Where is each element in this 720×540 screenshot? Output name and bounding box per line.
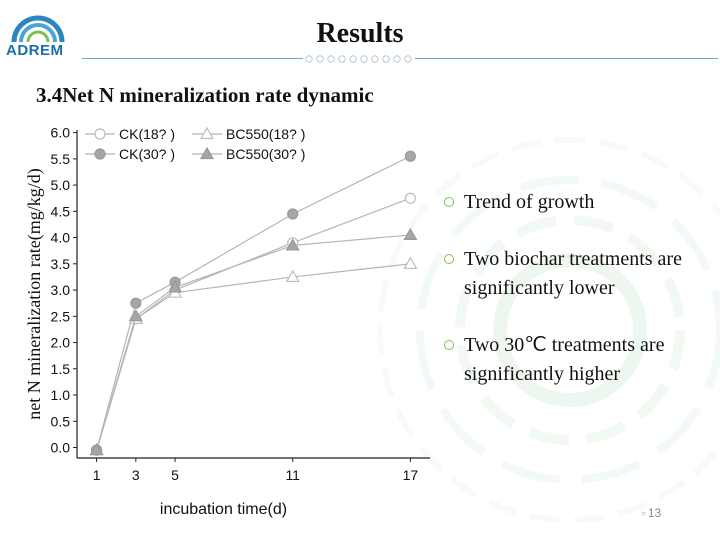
series-line-2: [96, 263, 411, 451]
data-point-s1-4: [404, 150, 416, 162]
x-tick-label: 17: [403, 467, 419, 483]
bullet-list: Trend of growth Two biochar treatments a…: [440, 188, 720, 417]
page-number-text: 13: [647, 506, 662, 520]
data-point-s3-2: [168, 280, 183, 293]
series-line-3: [96, 234, 411, 451]
mineralization-line-chart: 0.0 0.5 1.0 1.5 2.0 2.5 3.0 3.5 4.0 4.5 5.0 5.5 6.0 1…: [24, 125, 430, 518]
data-point-s3-3: [285, 238, 300, 251]
background-swirl-decoration: [377, 137, 720, 523]
bullet-text: Trend of growth: [464, 191, 595, 213]
bullet-item-growth: Trend of growth: [440, 188, 720, 217]
y-tick-label: 5.5: [51, 151, 71, 167]
bullet-text: Two biochar treatments are significantly…: [464, 248, 682, 299]
data-point-s2-4: [403, 256, 418, 269]
y-tick-label: 0.5: [51, 413, 71, 429]
y-tick-label: 2.0: [51, 335, 71, 351]
ring-bullet-icon: [444, 254, 454, 264]
y-tick-label: 1.5: [51, 361, 71, 377]
legend-label-3: BC550(30? ): [226, 146, 305, 162]
x-tick-label: 1: [93, 467, 101, 483]
data-point-s0-4: [404, 192, 416, 204]
ring-bullet-icon: [444, 340, 454, 350]
y-tick-label: 3.0: [51, 282, 71, 298]
page-number: ○ 13: [641, 506, 661, 520]
legend-marker-2: [199, 126, 215, 140]
bullet-text: Two 30℃ treatments are significantly hig…: [464, 334, 665, 385]
legend-marker-3: [199, 146, 215, 160]
bullet-item-30c: Two 30℃ treatments are significantly hig…: [440, 331, 720, 389]
legend-label-2: BC550(18? ): [226, 126, 305, 142]
x-tick-label: 5: [171, 467, 179, 483]
series-line-1: [96, 155, 411, 451]
page-title: Results: [316, 18, 404, 49]
y-tick-label: 5.0: [51, 177, 71, 193]
y-tick-label: 1.0: [51, 387, 71, 403]
data-point-s1-3: [287, 208, 299, 220]
bullet-item-biochar: Two biochar treatments are significantly…: [440, 245, 720, 303]
title-dots-decoration: [303, 54, 415, 64]
data-point-s3-1: [128, 309, 143, 322]
y-axis-label: net N mineralization rate(mg/kg/d): [24, 168, 45, 419]
section-subtitle: 3.4Net N mineralization rate dynamic: [36, 83, 374, 107]
y-tick-label: 3.5: [51, 256, 71, 272]
legend-marker-0: [94, 128, 106, 140]
y-tick-label: 0.0: [51, 440, 71, 456]
x-tick-label: 11: [285, 467, 300, 483]
y-tick-label: 6.0: [51, 125, 71, 141]
x-axis-label: incubation time(d): [160, 501, 287, 518]
legend-label-0: CK(18? ): [119, 126, 175, 142]
legend-marker-1: [94, 148, 106, 160]
x-tick-label: 3: [132, 467, 140, 483]
legend-label-1: CK(30? ): [119, 146, 175, 162]
y-tick-label: 2.5: [51, 308, 71, 324]
logo-text: ADREM: [6, 42, 64, 59]
data-point-s3-4: [403, 227, 418, 241]
y-tick-label: 4.0: [51, 230, 71, 246]
data-point-s1-1: [130, 297, 142, 309]
data-point-s3-0: [89, 442, 104, 456]
page-circle-icon: ○: [641, 509, 646, 518]
data-point-s2-3: [285, 269, 300, 283]
y-tick-label: 4.5: [51, 203, 71, 219]
ring-bullet-icon: [444, 197, 454, 207]
series-line-0: [96, 197, 411, 451]
adrem-logo-icon: ADREM: [2, 2, 74, 62]
